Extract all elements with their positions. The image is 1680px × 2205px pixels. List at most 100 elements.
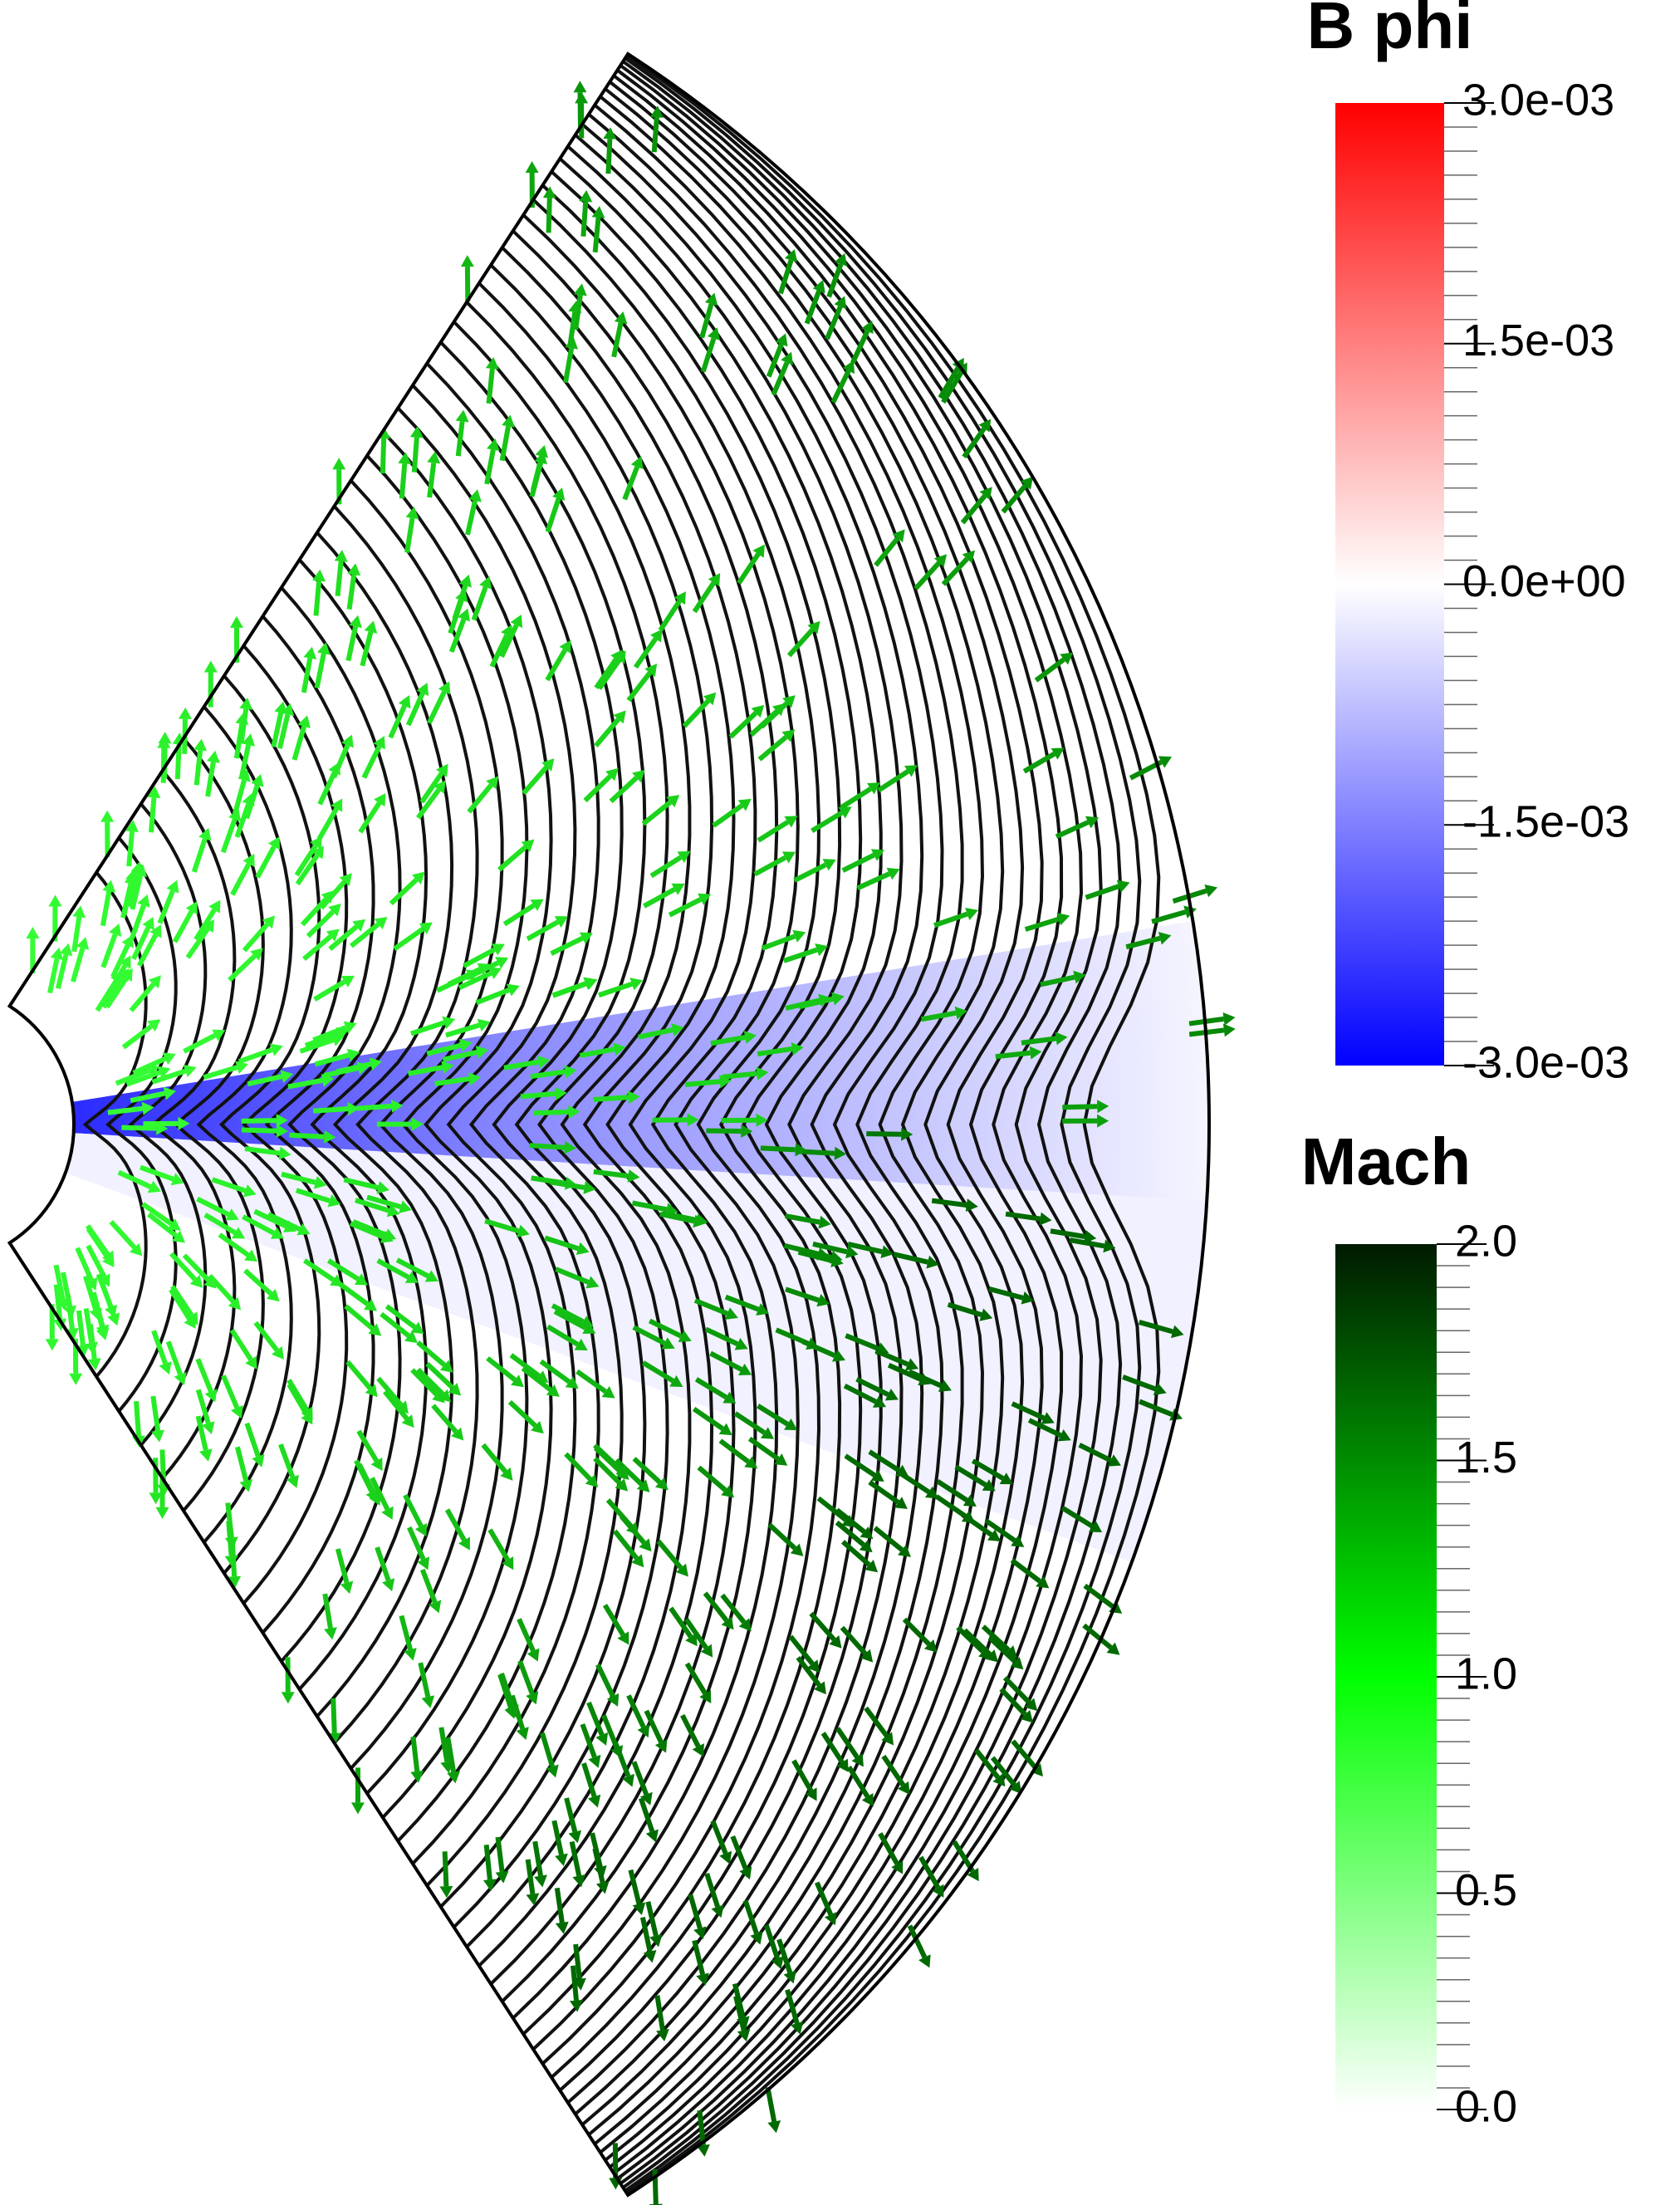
- velocity-arrowhead: [954, 1006, 967, 1020]
- velocity-arrowhead: [370, 1458, 383, 1472]
- velocity-arrowhead: [610, 1745, 624, 1759]
- velocity-arrow: [1011, 1739, 1038, 1770]
- velocity-arrow: [974, 1748, 1001, 1779]
- velocity-arrow: [1034, 657, 1065, 683]
- velocity-arrowhead: [1051, 747, 1065, 760]
- velocity-arrow: [555, 1267, 590, 1285]
- velocity-arrow: [749, 709, 779, 737]
- velocity-arrow: [345, 625, 359, 662]
- velocity-arrowhead: [734, 1338, 748, 1350]
- velocity-arrow: [507, 1399, 537, 1428]
- velocity-arrow: [287, 1379, 309, 1412]
- velocity-arrow: [699, 303, 714, 339]
- velocity-arrowhead: [812, 280, 825, 293]
- velocity-arrowhead: [605, 767, 619, 782]
- velocity-arrowhead: [202, 919, 215, 933]
- velocity-arrowhead: [198, 827, 212, 841]
- velocity-arrow: [733, 1411, 767, 1435]
- velocity-arrow: [583, 774, 612, 803]
- velocity-arrow: [835, 1727, 860, 1759]
- velocity-arrowhead: [158, 732, 172, 744]
- velocity-arrow: [376, 1258, 410, 1280]
- velocity-arrow: [313, 581, 322, 616]
- velocity-arrow: [100, 933, 118, 968]
- velocity-arrow: [520, 1090, 556, 1100]
- velocity-arrowhead: [1103, 1239, 1116, 1253]
- velocity-arrowhead: [102, 880, 116, 893]
- velocity-arrow: [220, 818, 238, 854]
- velocity-arrow: [697, 1465, 727, 1492]
- velocity-arrow: [86, 1224, 110, 1256]
- velocity-arrowhead: [429, 1600, 442, 1614]
- velocity-arrowhead: [693, 1926, 707, 1940]
- velocity-arrowhead: [242, 733, 255, 747]
- velocity-arrowhead: [574, 1338, 588, 1350]
- velocity-arrow: [545, 497, 561, 533]
- velocity-arrow: [86, 1244, 107, 1278]
- velocity-arrowhead: [506, 983, 520, 997]
- velocity-arrowhead: [685, 1633, 698, 1647]
- velocity-arrowhead: [185, 901, 198, 915]
- velocity-arrow: [380, 1311, 410, 1338]
- velocity-arrow: [791, 1759, 814, 1792]
- velocity-arrow: [203, 1065, 238, 1080]
- velocity-arrow: [941, 370, 964, 404]
- velocity-arrowhead: [892, 529, 905, 543]
- streamline: [580, 123, 944, 2126]
- velocity-arrow: [941, 556, 969, 586]
- velocity-arrowhead: [579, 932, 593, 944]
- velocity-arrow: [1001, 483, 1028, 514]
- velocity-arrowhead: [579, 189, 593, 203]
- velocity-arrowhead: [206, 750, 220, 763]
- velocity-arrow: [244, 1146, 281, 1156]
- velocity-arrowhead: [228, 1296, 242, 1311]
- velocity-arrow: [360, 631, 374, 667]
- tick-label: 1.5e-03: [1462, 316, 1614, 365]
- velocity-arrowhead: [436, 763, 448, 777]
- velocity-arrow: [117, 1169, 152, 1189]
- velocity-arrowhead: [1039, 1212, 1052, 1226]
- velocity-arrowhead: [156, 1121, 169, 1135]
- velocity-arrowhead: [595, 1732, 609, 1746]
- velocity-arrowhead: [643, 1950, 657, 1963]
- velocity-arrow: [295, 1188, 331, 1203]
- velocity-arrowhead: [334, 549, 348, 562]
- velocity-arrow: [267, 1212, 301, 1232]
- velocity-arrow: [551, 1303, 585, 1325]
- velocity-arrowhead: [313, 1176, 327, 1189]
- velocity-arrow: [796, 1655, 821, 1687]
- velocity-arrow: [312, 1106, 349, 1114]
- velocity-arrow: [125, 1070, 161, 1087]
- velocity-arrow: [757, 735, 788, 762]
- velocity-arrow: [797, 1249, 833, 1264]
- velocity-arrow: [395, 1257, 429, 1279]
- velocity-arrowhead: [178, 707, 192, 719]
- velocity-arrowhead: [382, 1578, 395, 1592]
- velocity-arrow: [785, 997, 820, 1011]
- velocity-arrowhead: [510, 615, 523, 629]
- velocity-arrow: [601, 1714, 620, 1749]
- velocity-arrow: [147, 1212, 178, 1238]
- velocity-arrow: [710, 1820, 728, 1855]
- velocity-arrowhead: [834, 252, 848, 267]
- velocity-arrowhead: [1116, 880, 1130, 893]
- tick-label: 1.5: [1455, 1433, 1517, 1482]
- velocity-arrowhead: [141, 1101, 154, 1115]
- velocity-arrowhead: [399, 1200, 412, 1213]
- velocity-arrowhead: [148, 975, 161, 989]
- velocity-arrow: [580, 201, 589, 237]
- velocity-arrow: [710, 1035, 746, 1046]
- velocity-arrow: [737, 552, 761, 585]
- velocity-arrow: [375, 1546, 391, 1581]
- velocity-arrow: [605, 139, 613, 174]
- velocity-arrowhead: [554, 916, 568, 929]
- velocity-arrowhead: [965, 907, 978, 921]
- velocity-arrowhead: [457, 608, 470, 622]
- velocity-arrowhead: [341, 734, 354, 748]
- velocity-arrow: [722, 1071, 757, 1080]
- velocity-arrowhead: [107, 1312, 120, 1326]
- velocity-arrow: [230, 862, 252, 896]
- velocity-arrowhead: [649, 629, 663, 643]
- velocity-arrow: [995, 1050, 1031, 1060]
- velocity-arrow: [626, 1694, 646, 1728]
